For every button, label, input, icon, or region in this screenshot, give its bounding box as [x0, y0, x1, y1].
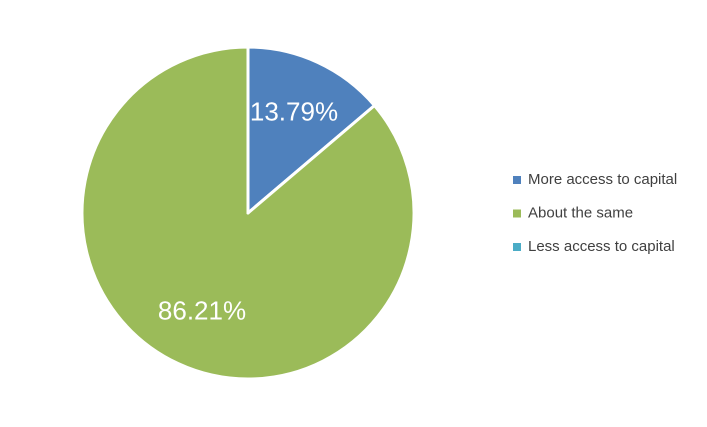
legend-marker	[513, 243, 521, 251]
legend-marker	[513, 176, 521, 184]
data-label: 86.21%	[158, 295, 246, 325]
legend-label: About the same	[528, 204, 633, 221]
legend-label: More access to capital	[528, 171, 677, 188]
legend-marker	[513, 209, 521, 218]
data-label: 13.79%	[250, 96, 338, 126]
legend-label: Less access to capital	[528, 238, 675, 255]
pie-slice	[246, 45, 376, 215]
